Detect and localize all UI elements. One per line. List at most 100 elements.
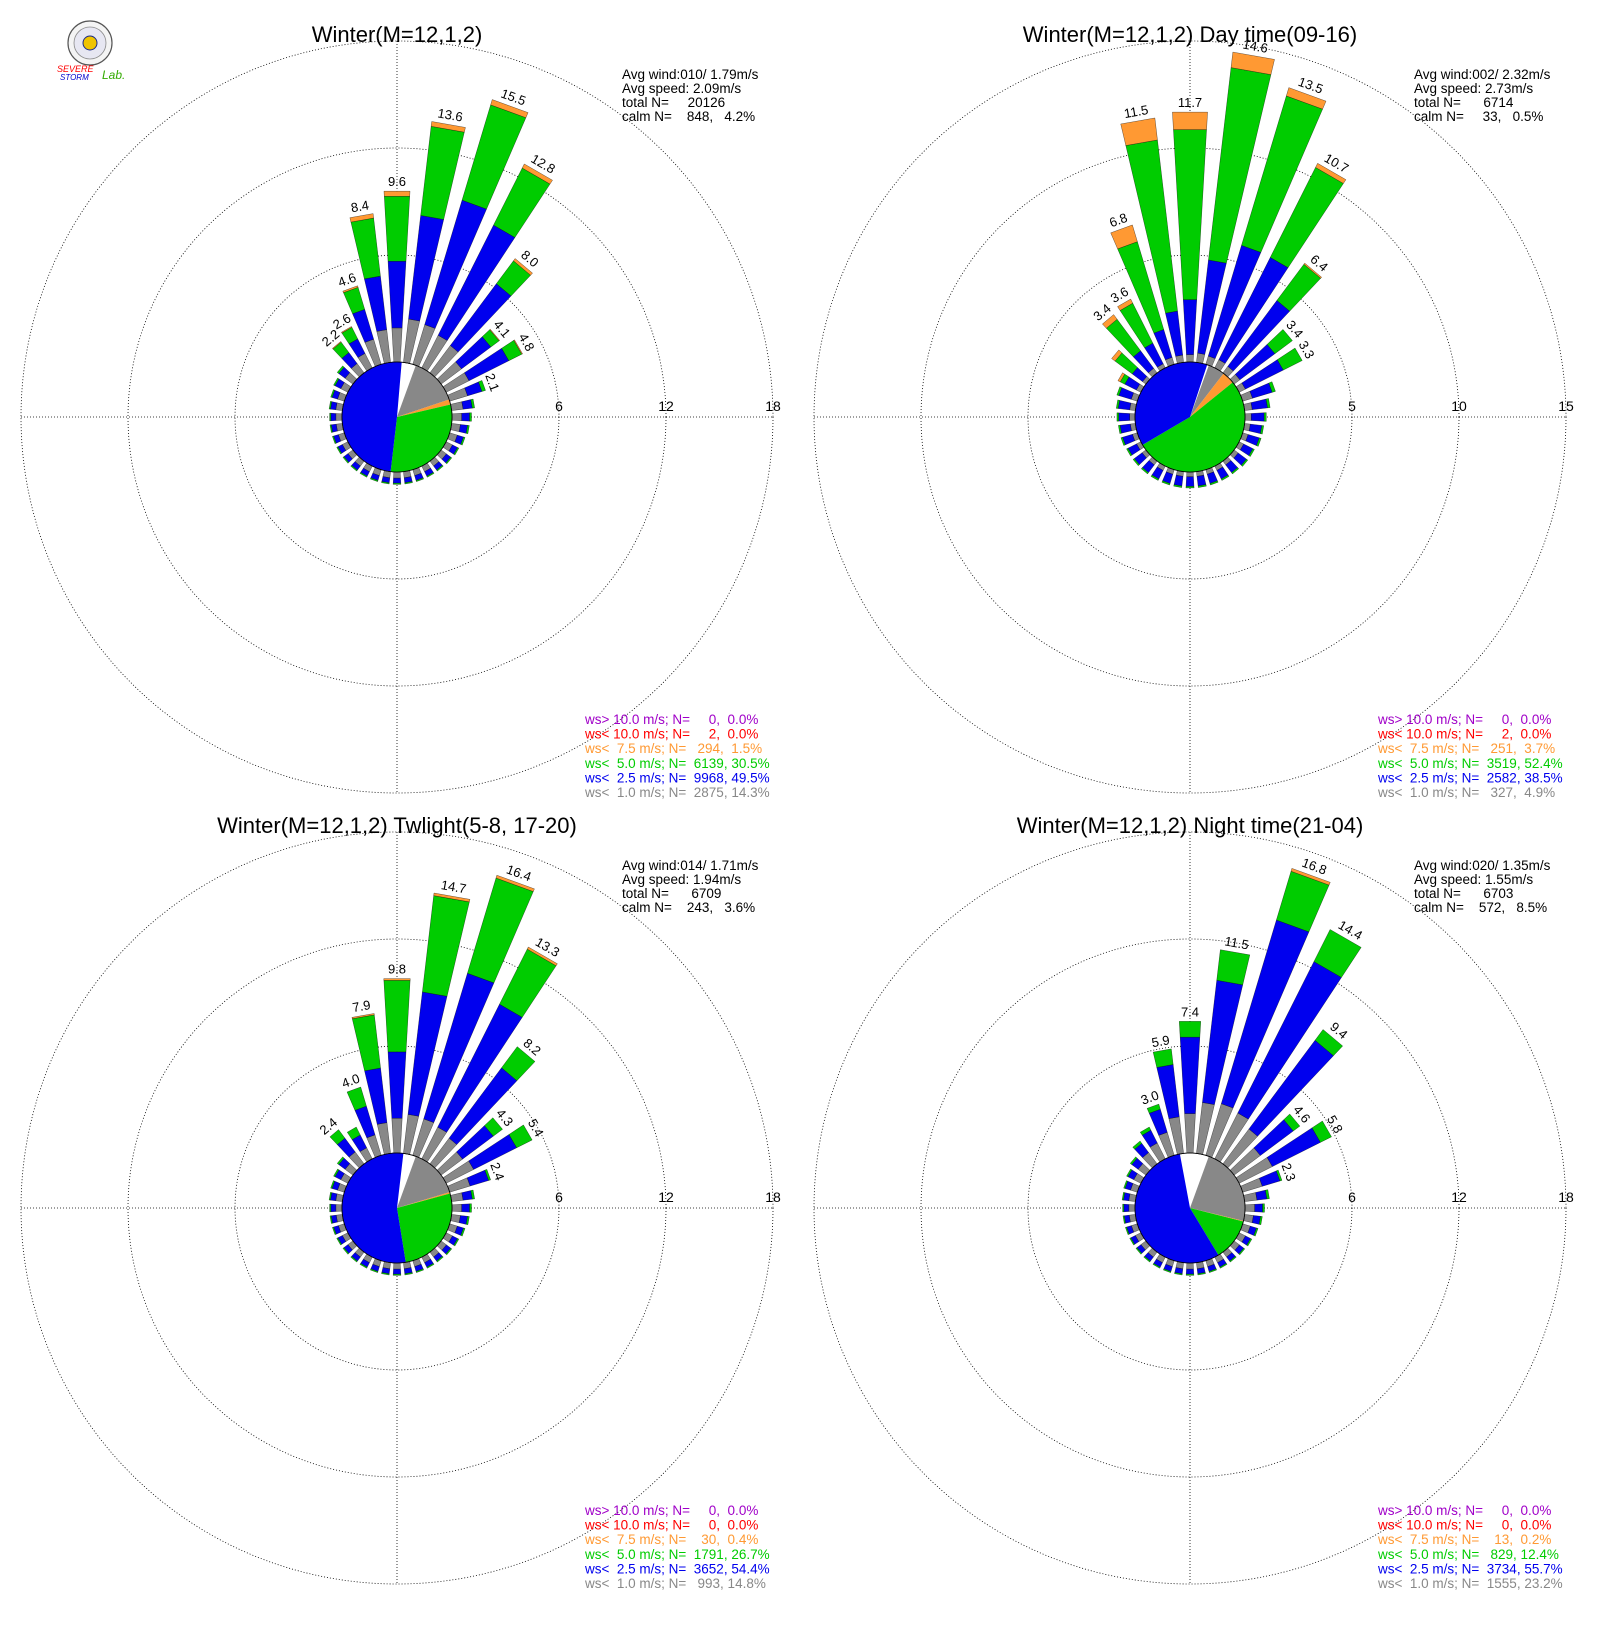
bar-segment — [342, 456, 350, 464]
center-pie-slice — [1135, 362, 1208, 445]
bar-segment — [329, 424, 333, 433]
bar-segment — [1185, 476, 1195, 487]
bar-segment — [460, 436, 466, 446]
info-line: total N= 6709 — [622, 886, 721, 901]
bar-segment — [453, 447, 460, 456]
bar-segment — [1141, 467, 1149, 475]
bar-segment — [392, 1273, 402, 1276]
legend-ws-lt-5: ws< 5.0 m/s; N= 3519, 52.4% — [1377, 756, 1563, 771]
bar-segment — [430, 121, 466, 133]
info-line: calm N= 243, 3.6% — [622, 900, 755, 915]
center-pie-slice — [1190, 1208, 1244, 1256]
bar-segment — [335, 413, 343, 421]
bar-segment — [1117, 298, 1133, 311]
bar-segment — [1186, 471, 1194, 477]
bar-segment — [415, 1268, 424, 1273]
bar-segment — [359, 1263, 368, 1269]
bar-segment — [1163, 1268, 1172, 1273]
bar-segment — [349, 213, 374, 223]
center-pie-slice — [1142, 382, 1246, 473]
bar-segment — [359, 472, 368, 478]
bar-segment — [1173, 484, 1183, 488]
bar-segment — [1277, 347, 1303, 371]
bar-segment — [350, 217, 381, 280]
bar-segment — [1313, 929, 1362, 978]
bar-segment — [450, 1192, 464, 1202]
bar-value-label: 3.0 — [1139, 1087, 1161, 1107]
ring-label: 18 — [765, 1189, 781, 1205]
bar-segment — [393, 1268, 401, 1275]
ring-label: 6 — [555, 398, 563, 414]
info-line: total N= 6703 — [1414, 886, 1513, 901]
legend-ws-gt-10: ws> 10.0 m/s; N= 0, 0.0% — [1377, 712, 1551, 727]
bar-segment — [501, 1046, 536, 1081]
panel-title: Winter(M=12,1,2) Day time(09-16) — [1023, 22, 1357, 47]
bar-segment — [393, 1262, 401, 1270]
ring-label: 12 — [1451, 1189, 1467, 1205]
center-pie-slice — [1190, 1208, 1244, 1222]
bar-segment — [445, 1247, 453, 1256]
bar-segment — [1185, 486, 1195, 489]
bar-segment — [1258, 1216, 1263, 1225]
bar-segment — [1119, 423, 1132, 434]
bar-segment — [1118, 425, 1122, 434]
bar-segment — [1174, 1272, 1183, 1276]
bar-segment — [328, 401, 332, 410]
logo-text-severe: SEVERE — [57, 64, 95, 74]
bar-segment — [393, 477, 401, 484]
bar-segment — [1254, 1203, 1263, 1213]
bar-segment — [1186, 1262, 1194, 1270]
bar-segment — [450, 401, 464, 411]
bar-segment — [1262, 1203, 1265, 1213]
bar-segment — [1250, 398, 1268, 410]
info-line: total N= 20126 — [622, 95, 725, 110]
legend-ws-lt-2-5: ws< 2.5 m/s; N= 3652, 54.4% — [584, 1561, 770, 1576]
center-pie-slice — [341, 362, 402, 472]
bar-value-label: 2.3 — [1279, 1161, 1299, 1183]
bar-segment — [1128, 1204, 1136, 1212]
ring-label: 18 — [1558, 1189, 1574, 1205]
bar-segment — [1135, 1247, 1143, 1255]
bar-segment — [1186, 1268, 1194, 1275]
bar-segment — [1129, 1237, 1135, 1246]
legend-ws-lt-1: ws< 1.0 m/s; N= 1555, 23.2% — [1377, 1576, 1563, 1591]
bar-segment — [422, 895, 470, 997]
bar-segment — [1251, 412, 1265, 422]
bar-segment — [1244, 413, 1252, 421]
bar-segment — [1248, 423, 1263, 434]
bar-segment — [370, 477, 379, 482]
bar-segment — [1238, 1247, 1246, 1256]
bar-segment — [350, 464, 358, 472]
bar-segment — [336, 365, 345, 374]
bar-segment — [1263, 412, 1267, 422]
bar-segment — [495, 874, 535, 892]
legend-ws-lt-5: ws< 5.0 m/s; N= 6139, 30.5% — [584, 756, 770, 771]
info-line: calm N= 848, 4.2% — [622, 109, 755, 124]
bar-segment — [1229, 1255, 1237, 1263]
bar-segment — [1110, 224, 1138, 250]
bar-segment — [1196, 352, 1205, 364]
bar-segment — [451, 413, 462, 421]
bar-value-label: 8.4 — [350, 197, 370, 215]
bar-segment — [1246, 1238, 1253, 1247]
info-line: Avg speed: 1.94m/s — [622, 872, 741, 887]
legend-ws-lt-10: ws< 10.0 m/s; N= 0, 0.0% — [584, 1518, 758, 1533]
grid-ring — [813, 831, 1567, 1585]
bar-segment — [1197, 1272, 1206, 1276]
legend-ws-lt-1: ws< 1.0 m/s; N= 2875, 14.3% — [584, 785, 770, 800]
bar-segment — [433, 892, 471, 903]
center-pie-outline — [341, 361, 453, 473]
wind-rose-panel-4: 6 12 183.05.97.411.516.814.49.44.6 5.82.3Wi… — [813, 813, 1574, 1591]
bar-segment — [1314, 1029, 1343, 1056]
bar-segment — [350, 1255, 358, 1263]
bar-segment — [347, 1126, 361, 1140]
grid-ring — [20, 40, 774, 794]
wind-rose-panel-2: 5 10 153.43.66.811.5 11.714.613.510.76.43.4… — [813, 22, 1574, 800]
bar-segment — [383, 191, 411, 197]
bar-segment — [383, 978, 411, 981]
bar-segment — [1102, 314, 1118, 329]
bar-segment — [1186, 354, 1194, 363]
center-pie-slice — [397, 1192, 451, 1208]
info-line: Avg wind:014/ 1.71m/s — [622, 858, 759, 873]
